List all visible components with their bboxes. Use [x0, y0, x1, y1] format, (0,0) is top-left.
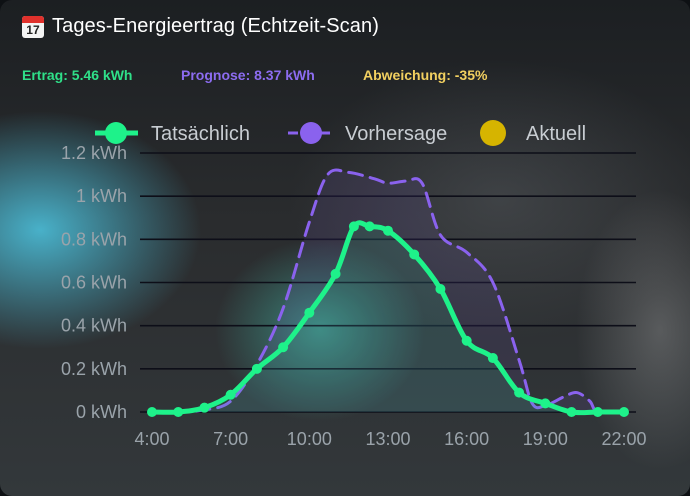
actual-point [409, 249, 420, 260]
card-header: 17 Tages-Energieertrag (Echtzeit-Scan) [22, 15, 379, 38]
y-tick-label: 1 kWh [76, 186, 127, 206]
legend-current-marker[interactable] [480, 120, 506, 146]
y-tick-label: 0 kWh [76, 402, 127, 422]
actual-point [225, 389, 236, 400]
x-axis-ticks: 4:00 7:00 10:00 13:00 16:00 19:00 22:00 [134, 429, 646, 449]
actual-area [152, 222, 624, 413]
x-tick-label: 7:00 [213, 429, 248, 449]
legend-forecast-marker[interactable] [300, 122, 322, 144]
x-tick-label: 13:00 [365, 429, 410, 449]
actual-point [592, 407, 603, 417]
actual-point [364, 221, 375, 232]
stat-prognose: Prognose: 8.37 kWh [181, 67, 315, 83]
calendar-day: 17 [26, 22, 40, 37]
actual-point [330, 268, 341, 279]
legend-forecast-label[interactable]: Vorhersage [345, 123, 447, 145]
actual-point [251, 363, 262, 374]
chart-series [147, 168, 629, 417]
y-tick-label: 0.8 kWh [61, 229, 127, 249]
actual-point [619, 407, 629, 417]
x-tick-label: 4:00 [134, 429, 169, 449]
actual-point [348, 221, 359, 232]
x-tick-label: 10:00 [287, 429, 332, 449]
x-tick-label: 22:00 [601, 429, 646, 449]
legend-actual-label[interactable]: Tatsächlich [151, 123, 250, 145]
card-title: Tages-Energieertrag (Echtzeit-Scan) [52, 15, 379, 37]
actual-point [435, 283, 446, 294]
actual-point [173, 407, 184, 417]
chart-grid [140, 152, 636, 413]
actual-point [514, 387, 525, 398]
legend-current-label[interactable]: Aktuell [526, 123, 586, 145]
actual-point [147, 407, 157, 417]
forecast-line [150, 168, 626, 415]
legend-actual-marker[interactable] [105, 122, 127, 144]
x-tick-label: 16:00 [444, 429, 489, 449]
stat-ertrag: Ertrag: 5.46 kWh [22, 67, 133, 83]
actual-point [304, 307, 315, 318]
y-tick-label: 1.2 kWh [61, 143, 127, 163]
y-tick-label: 0.2 kWh [61, 359, 127, 379]
actual-point [383, 225, 393, 236]
x-tick-label: 19:00 [523, 429, 568, 449]
actual-point [278, 342, 289, 353]
stat-abweichung: Abweichung: -35% [363, 67, 488, 83]
actual-point [461, 335, 472, 346]
y-axis-ticks: 0 kWh 0.2 kWh 0.4 kWh 0.6 kWh 0.8 kWh 1 kWh 1.… [61, 143, 127, 422]
actual-point [540, 398, 551, 409]
forecast-area [152, 170, 624, 413]
y-tick-label: 0.4 kWh [61, 316, 127, 336]
actual-point [199, 402, 210, 413]
actual-point [566, 407, 577, 417]
chart-legend: Tatsächlich Vorhersage Aktuell [95, 120, 586, 146]
y-tick-label: 0.6 kWh [61, 273, 127, 293]
calendar-icon: 17 [22, 15, 44, 38]
actual-point [487, 353, 498, 364]
